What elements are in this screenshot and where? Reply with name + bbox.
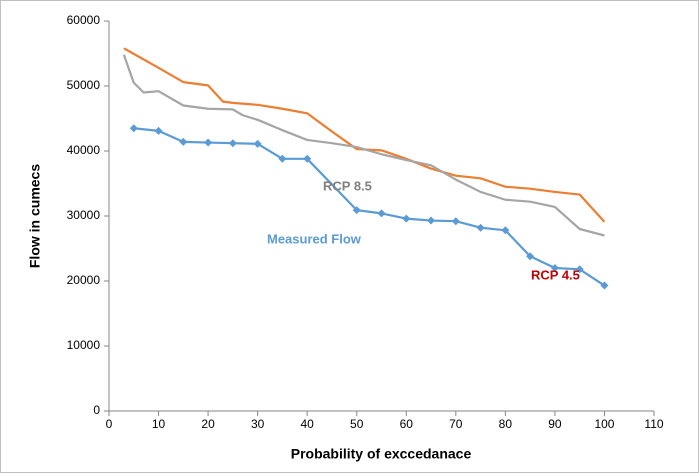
point-marker	[427, 216, 436, 225]
x-tick-label: 100	[594, 417, 614, 431]
x-tick-label: 90	[548, 417, 562, 431]
point-marker	[228, 139, 237, 148]
x-tick-label: 30	[251, 417, 265, 431]
point-marker	[451, 217, 460, 226]
y-tick-label: 60000	[67, 13, 101, 27]
point-marker	[550, 264, 559, 272]
x-tick-label: 50	[350, 417, 364, 431]
point-marker	[179, 137, 188, 146]
point-marker	[377, 209, 386, 218]
x-axis-title: Probability of exccedanace	[291, 446, 472, 462]
y-tick-label: 50000	[67, 78, 101, 92]
series-label: RCP 8.5	[323, 178, 372, 193]
x-tick-label: 40	[301, 417, 315, 431]
y-tick-label: 0	[93, 403, 100, 417]
x-tick-label: 70	[449, 417, 463, 431]
point-marker	[303, 154, 312, 163]
x-tick-label: 20	[201, 417, 215, 431]
y-tick-label: 10000	[67, 338, 101, 352]
point-marker	[501, 226, 510, 235]
x-tick-label: 60	[400, 417, 414, 431]
y-tick-label: 40000	[67, 143, 101, 157]
series-label: RCP 4.5	[531, 267, 580, 282]
y-axis-title: Flow in cumecs	[27, 164, 43, 268]
x-tick-label: 10	[152, 417, 166, 431]
x-tick-label: 110	[644, 417, 663, 431]
point-marker	[402, 214, 411, 223]
series-line	[123, 47, 606, 223]
point-marker	[278, 154, 287, 163]
point-marker	[129, 124, 138, 133]
point-marker	[204, 138, 213, 147]
point-marker	[253, 139, 262, 148]
series-label: Measured Flow	[267, 231, 362, 246]
y-tick-label: 30000	[67, 208, 101, 222]
point-marker	[154, 126, 163, 135]
series-line	[122, 54, 605, 237]
point-marker	[352, 206, 361, 215]
point-marker	[575, 265, 584, 274]
x-tick-label: 80	[499, 417, 513, 431]
point-marker	[526, 252, 535, 261]
x-tick-label: 0	[106, 417, 113, 431]
y-tick-label: 20000	[67, 273, 101, 287]
point-marker	[476, 223, 485, 232]
point-marker	[600, 281, 609, 290]
